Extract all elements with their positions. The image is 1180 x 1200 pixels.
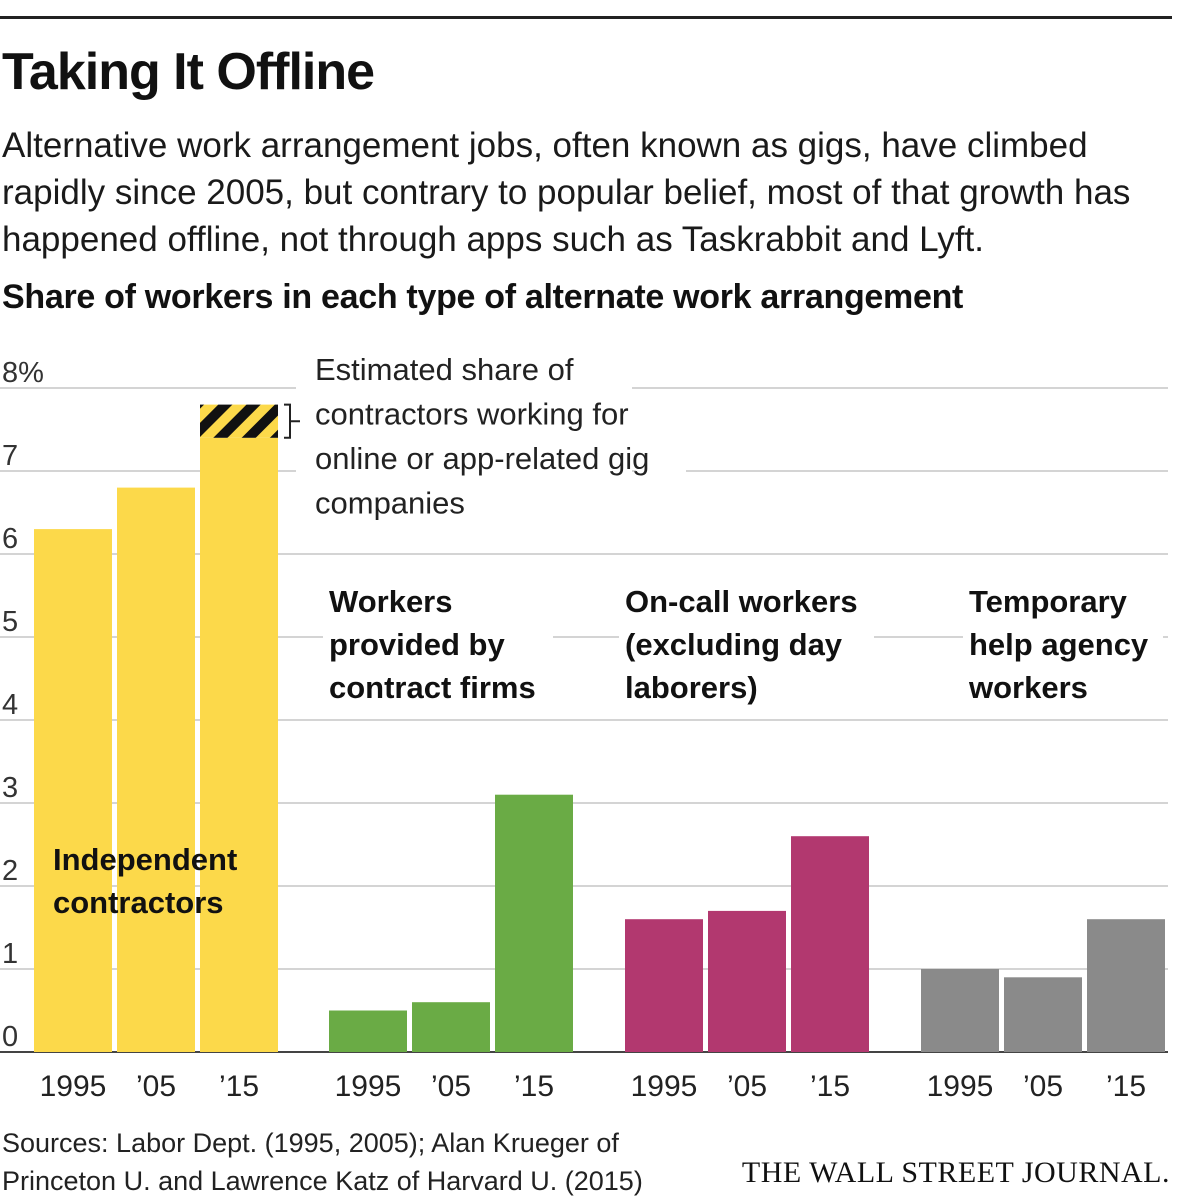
chart-description: Alternative work arrangement jobs, often…: [2, 126, 1131, 259]
series-labels: Independent contractors Workers provided by…: [53, 584, 1149, 920]
label-backdrop: [963, 584, 1163, 708]
bar: [708, 910, 786, 1052]
x-tick-label: ’05: [431, 1070, 471, 1103]
series-label: Temporary help agency workers: [968, 584, 1149, 705]
annotation-text: Estimated share of contractors working fo…: [315, 352, 649, 521]
label-backdrop: [619, 584, 874, 708]
y-tick-label: 2: [2, 855, 18, 887]
bar: [1087, 919, 1165, 1052]
y-tick-label: 0: [2, 1021, 18, 1053]
x-tick-label: 1995: [40, 1070, 107, 1103]
x-tick-label: 1995: [631, 1070, 698, 1103]
top-rule: [0, 16, 1172, 19]
x-tick-label: ’15: [219, 1070, 259, 1103]
annotation: Estimated share of contractors working fo…: [200, 352, 649, 521]
bar: [412, 1002, 490, 1052]
y-tick-label: 5: [2, 606, 18, 638]
bar: [329, 1010, 407, 1052]
source-line-2: Princeton U. and Lawrence Katz of Harvar…: [2, 1166, 643, 1196]
y-tick-label: 4: [2, 689, 18, 721]
x-tick-label: ’15: [810, 1070, 850, 1103]
y-tick-label: 8%: [2, 357, 44, 389]
y-axis-ticks: 0 1 2 3 4 5 6 7 8%: [2, 357, 44, 1053]
y-tick-label: 6: [2, 523, 18, 555]
series-label: Independent contractors: [53, 842, 237, 920]
chart-headline: Taking It Offline: [2, 43, 375, 101]
bar: [1004, 977, 1082, 1052]
x-axis-labels: 1995 ’05 ’15 1995 ’05 ’15 1995 ’05 ’15 1995 ’05 ’15: [40, 1070, 1146, 1103]
annotation-bracket: [284, 403, 300, 439]
x-tick-label: ’05: [727, 1070, 767, 1103]
x-tick-label: ’15: [1106, 1070, 1146, 1103]
app-gig-segment: [200, 404, 278, 438]
bar-chart: 0 1 2 3 4 5 6 7 8% 1995 ’05 ’15 1995 ’05 ’15 1995 ’05 ’1…: [0, 352, 1168, 1103]
bars: [34, 437, 1165, 1053]
series-label: Workers provided by contract firms: [329, 584, 536, 705]
bar: [921, 969, 999, 1052]
y-tick-label: 7: [2, 440, 18, 472]
label-backdrop: [323, 584, 553, 708]
source-line-1: Sources: Labor Dept. (1995, 2005); Alan …: [2, 1128, 619, 1158]
x-tick-label: ’05: [136, 1070, 176, 1103]
label-backdrop: [296, 360, 632, 520]
y-tick-label: 1: [2, 938, 18, 970]
x-tick-label: ’05: [1023, 1070, 1063, 1103]
x-tick-label: ’15: [514, 1070, 554, 1103]
y-tick-label: 3: [2, 772, 18, 804]
x-tick-label: 1995: [927, 1070, 994, 1103]
bar: [34, 529, 112, 1052]
bar: [791, 836, 869, 1052]
publisher-logo: THE WALL STREET JOURNAL.: [741, 1156, 1170, 1189]
bar: [495, 794, 573, 1052]
x-tick-label: 1995: [335, 1070, 402, 1103]
source-note: Sources: Labor Dept. (1995, 2005); Alan …: [2, 1124, 643, 1200]
bar: [117, 487, 195, 1053]
bar: [200, 437, 278, 1052]
chart-title: Share of workers in each type of alterna…: [2, 278, 964, 316]
series-label: On-call workers (excluding day laborers): [625, 584, 858, 705]
bar: [625, 919, 703, 1052]
label-backdrop: [636, 450, 686, 520]
